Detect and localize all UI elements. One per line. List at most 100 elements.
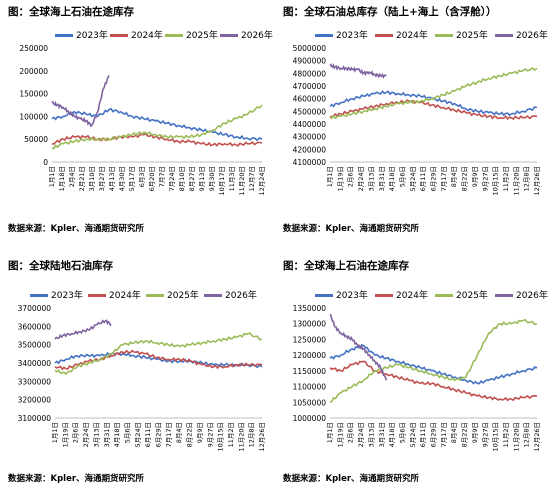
- x-tick-label: 1月19日: [61, 422, 69, 447]
- source-note: 数据来源：Kpler、海通期货研究所: [283, 474, 420, 484]
- chart-panel-sea-transit: 图：全球海上石油在途库存 2023年 2024年 2025年 2026年 0 50…: [0, 0, 275, 245]
- x-tick-label: 9月27日: [481, 166, 489, 191]
- legend-item-2023: 2023年: [30, 288, 83, 301]
- x-tick-label: 12月26日: [258, 422, 266, 452]
- series-line-2026年: [54, 319, 112, 340]
- x-tick-label: 2月24日: [357, 166, 365, 191]
- x-tick-label: 8月27日: [188, 166, 196, 191]
- x-tick-label: 6月3日: [138, 166, 146, 187]
- y-tick-label: 3100000: [18, 414, 52, 423]
- x-tick-label: 7月24日: [168, 166, 176, 191]
- chart-title: 图：全球石油总库存（陆上+海上（含浮舱））: [283, 6, 497, 18]
- x-tick-label: 12月8日: [248, 422, 256, 447]
- legend-item-2024: 2024年: [375, 28, 428, 41]
- x-tick-label: 2月6日: [347, 422, 355, 443]
- x-tick-label: 7月17日: [440, 422, 448, 447]
- x-tick-label: 2月24日: [357, 422, 365, 447]
- x-tick-label: 8月22日: [461, 422, 469, 447]
- y-tick-label: 4500000: [293, 107, 327, 116]
- x-tick-label: 10月15日: [492, 166, 500, 196]
- series-line-2026年: [329, 313, 388, 381]
- series-line-2024年: [54, 349, 263, 371]
- x-tick-label: 2月24日: [82, 422, 90, 447]
- line-chart-plot: 1000000 1050000 1100000 1150000 1200000 12500…: [293, 304, 541, 452]
- x-tick-label: 11月20日: [512, 422, 520, 452]
- x-tick-label: 4月30日: [118, 166, 126, 191]
- x-tick-label: 3月31日: [103, 422, 111, 447]
- source-note: 数据来源：Kpler、海通期货研究所: [8, 224, 145, 234]
- legend-item-2023: 2023年: [315, 28, 368, 41]
- y-tick-label: 5000000: [293, 44, 327, 53]
- series-line-2026年: [51, 74, 110, 128]
- legend-item-2026: 2026年: [495, 288, 548, 301]
- chart-legend: 2023年 2024年 2025年 2026年: [0, 28, 275, 42]
- chart-title: 图：全球海上石油在途库存: [283, 260, 409, 272]
- x-tick-label: 4月18日: [113, 422, 121, 447]
- x-tick-label: 12月24日: [258, 166, 266, 196]
- x-tick-label: 9月9日: [471, 422, 479, 443]
- legend-item-2026: 2026年: [495, 28, 548, 41]
- chart-legend: 2023年 2024年 2025年 2026年: [0, 288, 275, 302]
- x-tick-label: 5月24日: [409, 166, 417, 191]
- y-tick-label: 3300000: [18, 377, 52, 386]
- x-tick-label: 3月27日: [98, 166, 106, 191]
- source-note: 数据来源：Kpler、海通期货研究所: [283, 224, 420, 234]
- chart-panel-land-stock: 图：全球陆地石油库存 2023年 2024年 2025年 2026年 31000…: [0, 246, 275, 491]
- x-tick-label: 8月4日: [450, 166, 458, 187]
- x-tick-label: 3月31日: [378, 166, 386, 191]
- y-tick-label: 4900000: [293, 57, 327, 66]
- series-line-2023年: [54, 351, 263, 369]
- y-tick-label: 150000: [19, 90, 48, 99]
- x-tick-label: 2月6日: [72, 422, 80, 443]
- x-tick-label: 6月29日: [155, 422, 163, 447]
- legend-item-2026: 2026年: [204, 288, 257, 301]
- x-tick-label: 11月2日: [227, 422, 235, 447]
- legend-item-2023: 2023年: [315, 288, 368, 301]
- line-chart-plot: 4100000 4200000 4300000 4400000 4500000 46000…: [293, 44, 541, 196]
- chart-title: 图：全球海上石油在途库存: [8, 6, 134, 18]
- y-tick-label: 1300000: [293, 320, 327, 329]
- y-tick-label: 4100000: [293, 158, 327, 167]
- y-tick-label: 250000: [19, 44, 48, 53]
- x-tick-label: 8月4日: [175, 422, 183, 443]
- x-tick-label: 6月11日: [419, 422, 427, 447]
- x-tick-label: 2月4日: [68, 166, 76, 187]
- x-tick-label: 2月21日: [78, 166, 86, 191]
- series-line-2024年: [51, 132, 263, 147]
- legend-item-2024: 2024年: [110, 28, 163, 41]
- x-tick-label: 3月31日: [378, 422, 386, 447]
- x-tick-label: 9月27日: [481, 422, 489, 447]
- x-tick-label: 5月6日: [123, 422, 131, 443]
- x-tick-label: 7月17日: [165, 422, 173, 447]
- x-tick-label: 9月9日: [471, 166, 479, 187]
- series-line-2023年: [329, 343, 538, 385]
- series-line-2025年: [54, 332, 263, 376]
- y-tick-label: 50000: [24, 135, 48, 144]
- y-tick-label: 3700000: [18, 304, 52, 313]
- x-tick-label: 6月11日: [144, 422, 152, 447]
- y-tick-label: 3400000: [18, 359, 52, 368]
- legend-item-2024: 2024年: [88, 288, 141, 301]
- x-tick-label: 8月22日: [461, 166, 469, 191]
- x-tick-label: 11月20日: [237, 422, 245, 452]
- chart-title: 图：全球陆地石油库存: [8, 260, 113, 272]
- legend-item-2025: 2025年: [146, 288, 199, 301]
- line-chart-plot: 3100000 3200000 3300000 3400000 3500000 36000…: [18, 304, 266, 452]
- x-tick-label: 1月18日: [58, 166, 66, 191]
- x-tick-label: 12月8日: [523, 422, 531, 447]
- y-tick-label: 1100000: [293, 383, 327, 392]
- y-tick-label: 1250000: [293, 335, 327, 344]
- x-tick-label: 3月10日: [88, 166, 96, 191]
- series-line-2023年: [51, 107, 263, 142]
- x-tick-label: 1月19日: [336, 422, 344, 447]
- y-tick-label: 1200000: [293, 351, 327, 360]
- y-tick-label: 4700000: [293, 82, 327, 91]
- x-tick-label: 5月6日: [398, 422, 406, 443]
- series-line-2025年: [329, 66, 538, 120]
- x-tick-label: 6月29日: [430, 166, 438, 191]
- x-tick-label: 1月1日: [326, 422, 334, 443]
- y-tick-label: 3600000: [18, 322, 52, 331]
- x-tick-label: 3月13日: [92, 422, 100, 447]
- y-tick-label: 1150000: [293, 367, 327, 376]
